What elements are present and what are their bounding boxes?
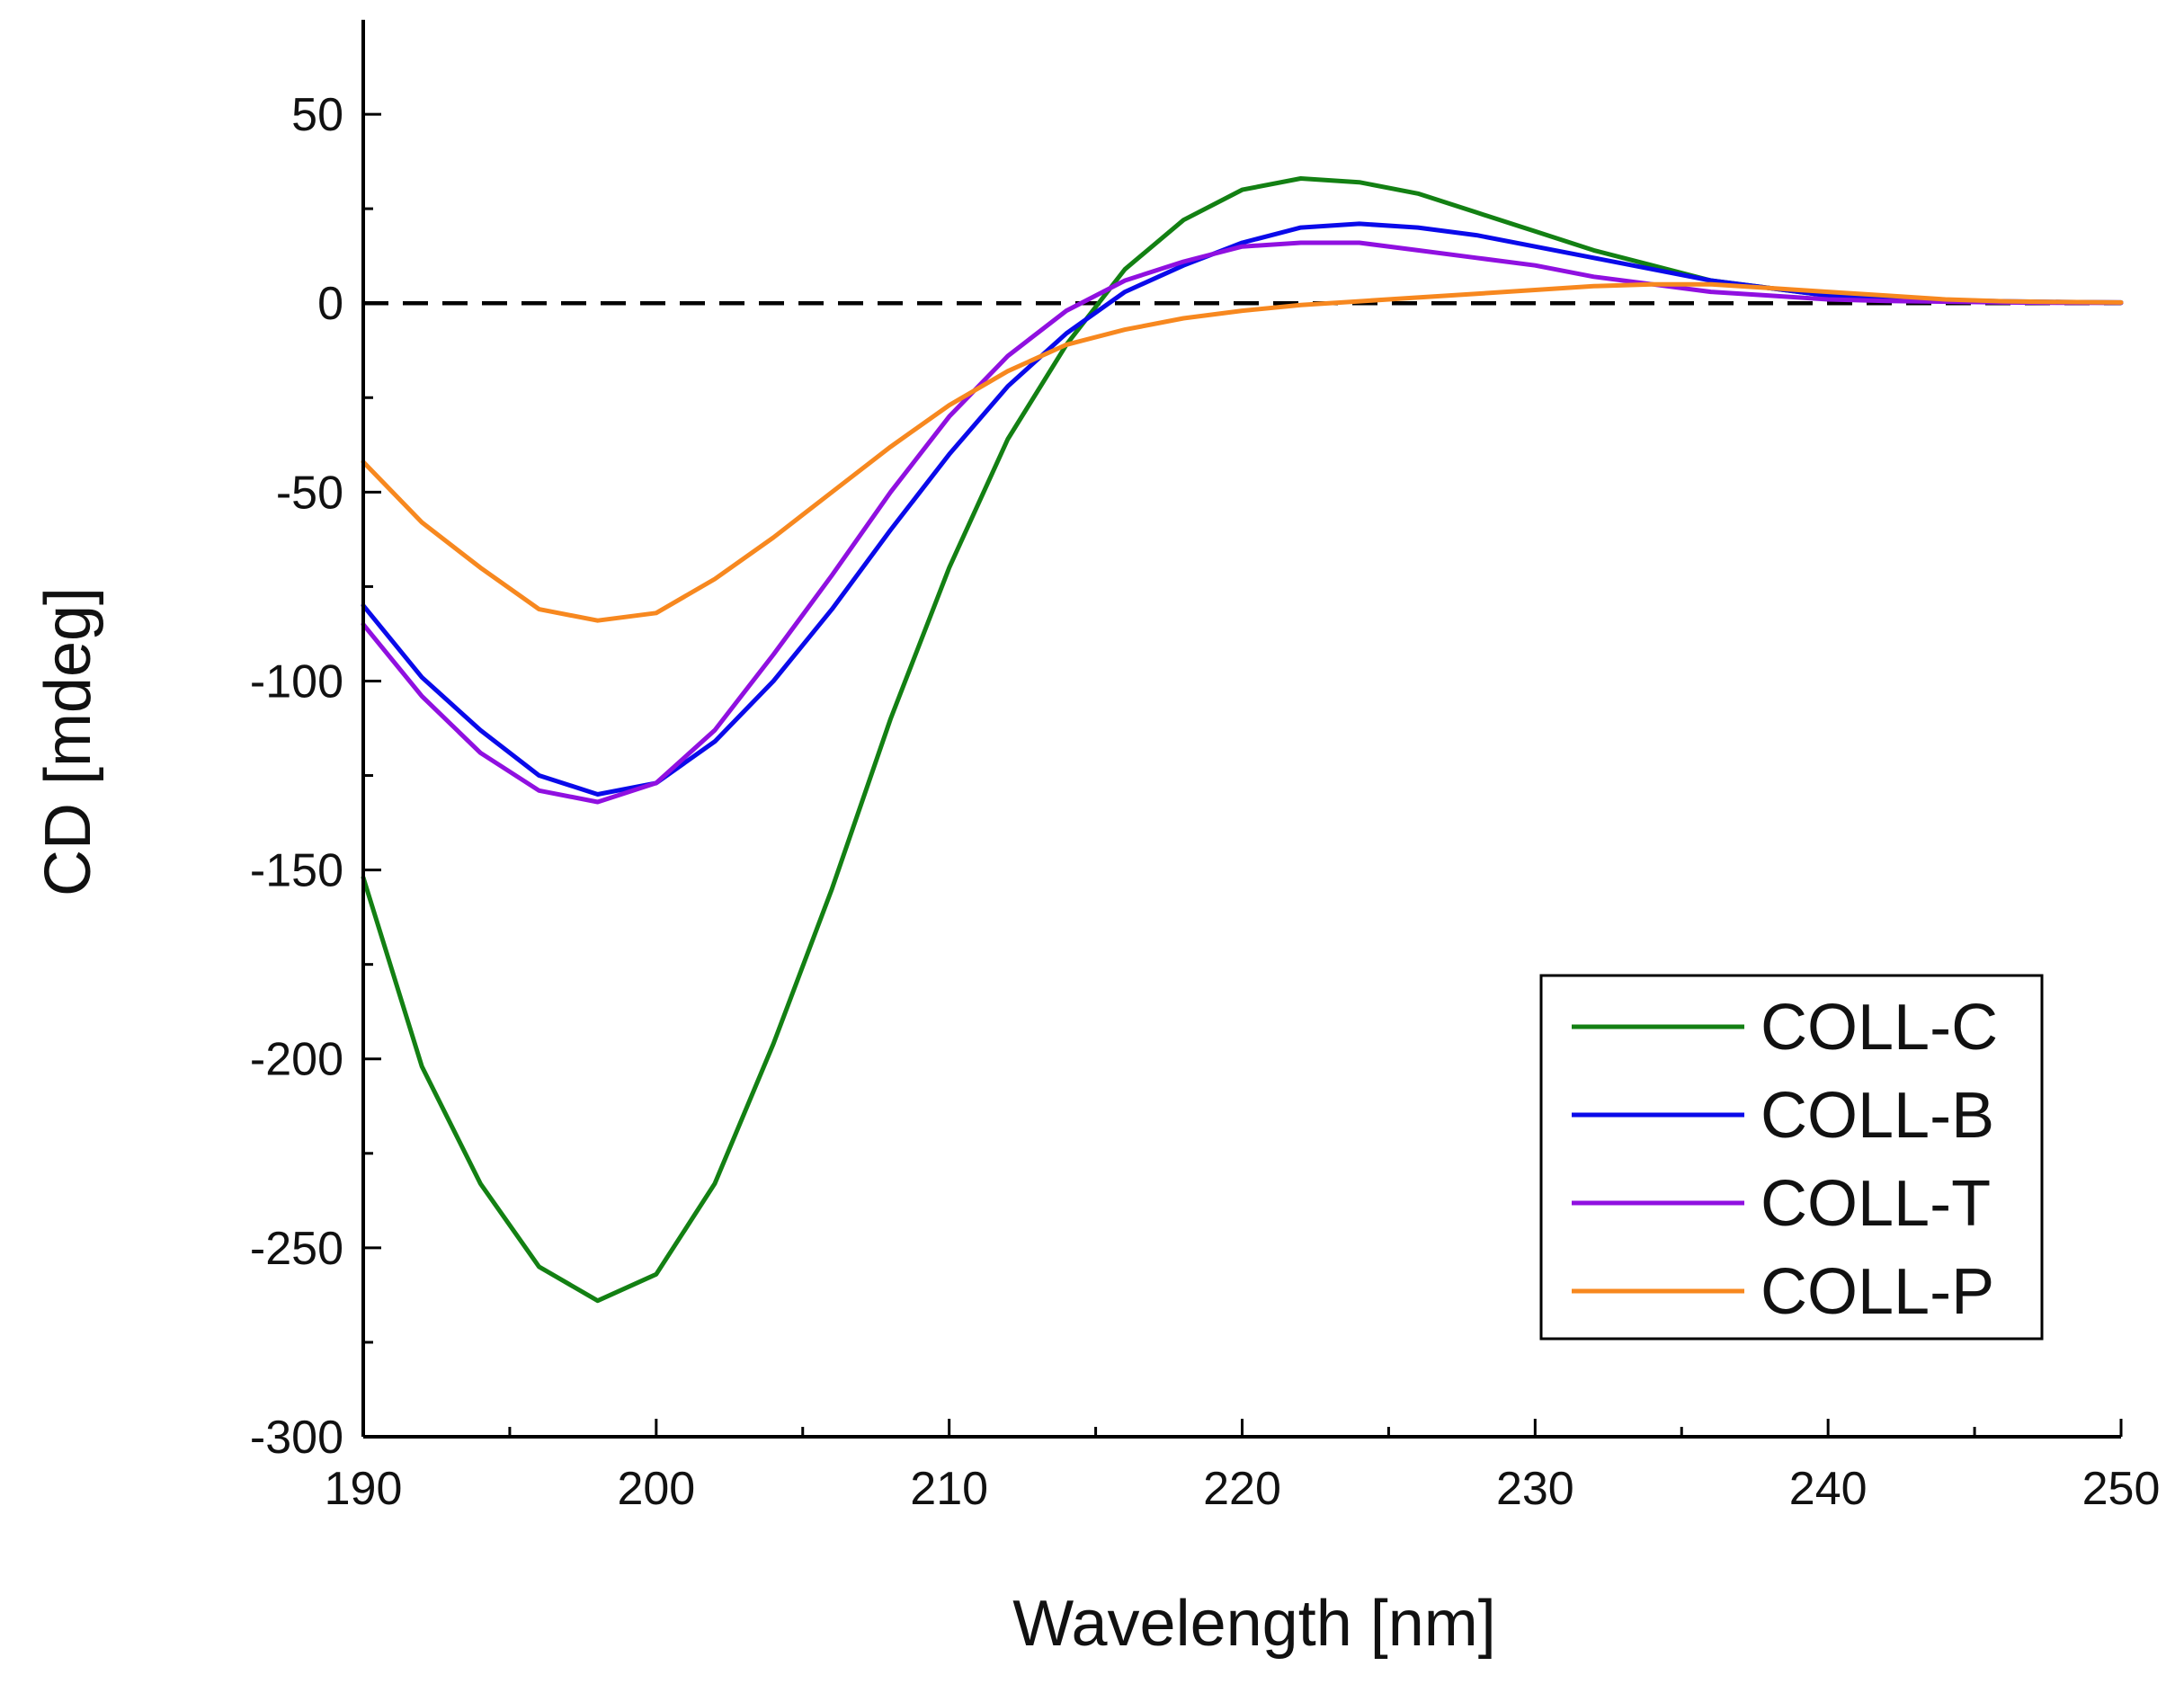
legend-label-coll-c: COLL-C (1761, 992, 1998, 1064)
ticks-layer: 190 200 210 220 230 240 250 50 0 -50 -100 -150 -200 -… (250, 89, 2160, 1515)
x-tick-label: 220 (1203, 1463, 1281, 1515)
y-tick-label: -100 (250, 655, 343, 708)
y-tick-label: -300 (250, 1412, 343, 1464)
series-layer (361, 176, 2124, 1304)
y-tick-label: -50 (276, 467, 343, 519)
y-tick-label: -250 (250, 1223, 343, 1275)
x-tick-label: 210 (910, 1463, 988, 1515)
x-tick-label: 190 (325, 1463, 403, 1515)
x-tick-label: 200 (617, 1463, 695, 1515)
y-tick-label: 50 (291, 89, 343, 141)
x-tick-label: 250 (2082, 1463, 2161, 1515)
y-tick-label: 0 (317, 278, 343, 330)
legend-label-coll-b: COLL-B (1761, 1080, 1994, 1152)
legend-label-coll-t: COLL-T (1761, 1168, 1991, 1240)
x-axis-title: Wavelength [nm] (1012, 1588, 1496, 1660)
y-tick-label: -200 (250, 1034, 343, 1086)
series-line-coll-p (361, 281, 2124, 623)
y-axis-title: CD [mdeg] (32, 587, 104, 896)
legend-label-coll-p: COLL-P (1761, 1256, 1994, 1328)
y-tick-label: -150 (250, 845, 343, 897)
series-line-coll-t (361, 240, 2124, 805)
legend-box (1539, 974, 2044, 1341)
x-tick-label: 240 (1789, 1463, 1868, 1515)
legend: COLL-C COLL-B COLL-T COLL-P (1539, 974, 2044, 1341)
x-tick-label: 230 (1496, 1463, 1574, 1515)
